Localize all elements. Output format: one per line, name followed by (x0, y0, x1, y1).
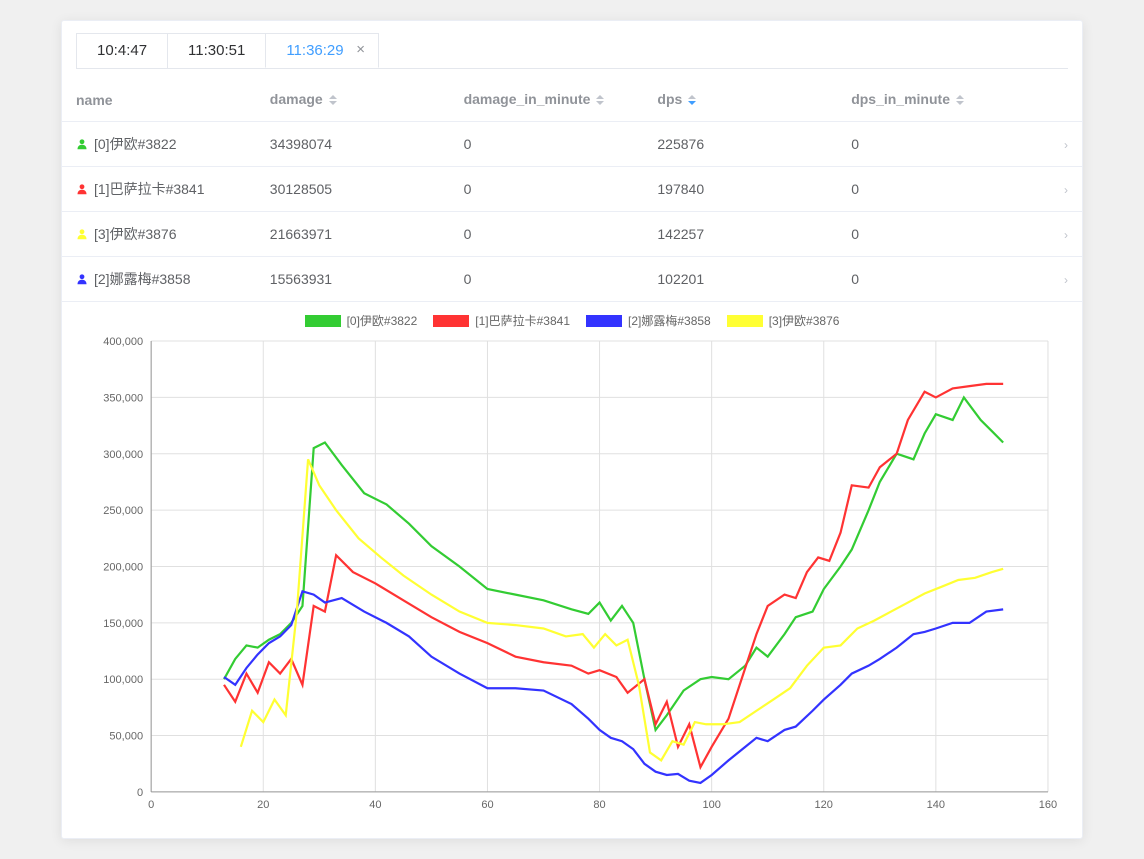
cell-dps: 197840 (643, 167, 837, 212)
svg-text:140: 140 (927, 799, 945, 811)
sort-icon[interactable] (956, 91, 964, 109)
svg-text:160: 160 (1039, 799, 1057, 811)
cell-damage_in_minute: 0 (450, 257, 644, 302)
cell-dps: 102201 (643, 257, 837, 302)
legend-swatch (305, 315, 341, 327)
chevron-right-icon[interactable]: › (1064, 273, 1068, 287)
damage-table: name damage damage_in_minute dps dps_in_minu… (62, 79, 1082, 302)
svg-text:80: 80 (593, 799, 605, 811)
legend-swatch (727, 315, 763, 327)
column-header-dps_in_minute[interactable]: dps_in_minute (837, 79, 1031, 122)
tab-11-30-51[interactable]: 11:30:51 (167, 33, 266, 68)
svg-text:40: 40 (369, 799, 381, 811)
legend-label: [3]伊欧#3876 (769, 312, 840, 329)
table-row: [3]伊欧#38762166397101422570› (62, 212, 1082, 257)
player-name: [2]娜露梅#3858 (94, 271, 191, 287)
svg-text:0: 0 (148, 799, 154, 811)
chevron-right-icon[interactable]: › (1064, 138, 1068, 152)
tab-10-4-47[interactable]: 10:4:47 (76, 33, 168, 68)
cell-damage: 30128505 (256, 167, 450, 212)
tab-label: 11:30:51 (188, 42, 245, 59)
column-header-expand (1031, 79, 1082, 122)
legend-item[interactable]: [1]巴萨拉卡#3841 (433, 312, 570, 329)
cell-name: [0]伊欧#3822 (62, 122, 256, 167)
column-label: damage_in_minute (464, 91, 591, 107)
svg-text:20: 20 (257, 799, 269, 811)
table-row: [2]娜露梅#38581556393101022010› (62, 257, 1082, 302)
tab-label: 11:36:29 (286, 42, 343, 59)
person-icon (76, 273, 88, 285)
legend-label: [0]伊欧#3822 (347, 312, 418, 329)
cell-damage: 15563931 (256, 257, 450, 302)
table-row: [0]伊欧#38223439807402258760› (62, 122, 1082, 167)
chevron-right-icon[interactable]: › (1064, 183, 1068, 197)
tab-label: 10:4:47 (97, 42, 147, 59)
svg-text:400,000: 400,000 (103, 336, 143, 348)
dps-chart-container: [0]伊欧#3822 [1]巴萨拉卡#3841 [2]娜露梅#3858 [3]伊欧#3… (76, 306, 1068, 822)
cell-name: [3]伊欧#3876 (62, 212, 256, 257)
cell-dps_in_minute: 0 (837, 257, 1031, 302)
chevron-right-icon[interactable]: › (1064, 228, 1068, 242)
cell-dps_in_minute: 0 (837, 122, 1031, 167)
table-row: [1]巴萨拉卡#38413012850501978400› (62, 167, 1082, 212)
legend-swatch (586, 315, 622, 327)
cell-dps: 225876 (643, 122, 837, 167)
svg-text:100,000: 100,000 (103, 675, 143, 687)
session-tabs: 10:4:47 11:30:51 11:36:29 × (76, 33, 1068, 69)
tab-11-36-29[interactable]: 11:36:29 × (265, 33, 378, 68)
sort-icon[interactable] (329, 91, 337, 109)
legend-label: [2]娜露梅#3858 (628, 312, 711, 329)
dps-line-chart: 0 50,000 100,000 150,000 200,000 250,000 300,0… (76, 331, 1068, 822)
column-label: name (76, 92, 113, 108)
player-name: [1]巴萨拉卡#3841 (94, 181, 205, 197)
cell-name: [2]娜露梅#3858 (62, 257, 256, 302)
svg-text:120: 120 (815, 799, 833, 811)
column-header-dps[interactable]: dps (643, 79, 837, 122)
svg-text:250,000: 250,000 (103, 505, 143, 517)
column-label: damage (270, 91, 323, 107)
legend-label: [1]巴萨拉卡#3841 (475, 312, 570, 329)
player-name: [0]伊欧#3822 (94, 136, 177, 152)
svg-text:0: 0 (137, 787, 143, 799)
legend-item[interactable]: [2]娜露梅#3858 (586, 312, 711, 329)
column-header-name: name (62, 79, 256, 122)
cell-damage: 34398074 (256, 122, 450, 167)
cell-dps: 142257 (643, 212, 837, 257)
close-icon[interactable]: × (354, 44, 368, 58)
dashboard-card: 10:4:47 11:30:51 11:36:29 × name damage damag… (61, 20, 1083, 839)
cell-damage_in_minute: 0 (450, 212, 644, 257)
person-icon (76, 183, 88, 195)
chart-legend: [0]伊欧#3822 [1]巴萨拉卡#3841 [2]娜露梅#3858 [3]伊欧#3… (76, 306, 1068, 331)
svg-text:60: 60 (481, 799, 493, 811)
person-icon (76, 228, 88, 240)
svg-text:50,000: 50,000 (109, 731, 143, 743)
legend-swatch (433, 315, 469, 327)
svg-text:350,000: 350,000 (103, 393, 143, 405)
cell-damage_in_minute: 0 (450, 122, 644, 167)
cell-dps_in_minute: 0 (837, 212, 1031, 257)
svg-text:300,000: 300,000 (103, 449, 143, 461)
column-label: dps_in_minute (851, 91, 950, 107)
cell-dps_in_minute: 0 (837, 167, 1031, 212)
cell-name: [1]巴萨拉卡#3841 (62, 167, 256, 212)
svg-text:200,000: 200,000 (103, 562, 143, 574)
column-label: dps (657, 91, 682, 107)
person-icon (76, 138, 88, 150)
sort-icon[interactable] (688, 91, 696, 109)
column-header-damage_in_minute[interactable]: damage_in_minute (450, 79, 644, 122)
column-header-damage[interactable]: damage (256, 79, 450, 122)
legend-item[interactable]: [3]伊欧#3876 (727, 312, 840, 329)
cell-damage: 21663971 (256, 212, 450, 257)
player-name: [3]伊欧#3876 (94, 226, 177, 242)
legend-item[interactable]: [0]伊欧#3822 (305, 312, 418, 329)
svg-text:100: 100 (702, 799, 720, 811)
sort-icon[interactable] (596, 91, 604, 109)
svg-text:150,000: 150,000 (103, 618, 143, 630)
cell-damage_in_minute: 0 (450, 167, 644, 212)
